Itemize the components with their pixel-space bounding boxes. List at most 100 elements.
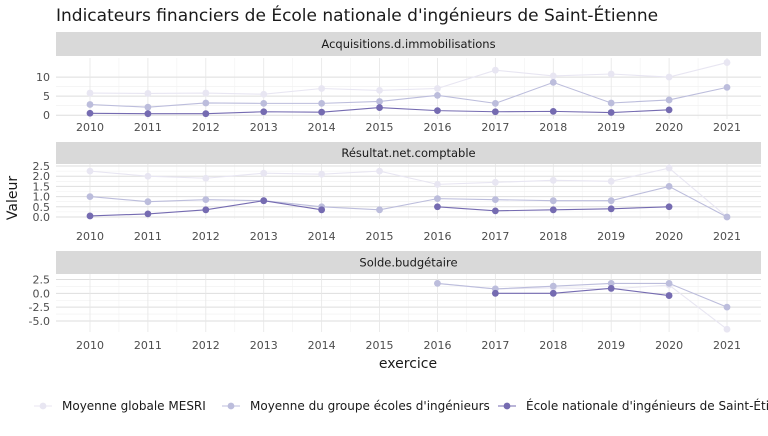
x-tick-label: 2019 [597, 339, 625, 352]
x-tick-label: 2013 [250, 121, 278, 134]
data-point [491, 207, 499, 215]
x-tick-label: 2015 [366, 121, 394, 134]
facet-panels: Acquisitions.d.immobilisations 0 5 10 2010 20… [29, 32, 761, 352]
y-tick-label: 10 [36, 71, 50, 84]
data-point [549, 107, 557, 115]
x-tick-label: 2011 [134, 230, 162, 243]
series-line [437, 282, 728, 308]
x-tick-label: 2015 [366, 339, 394, 352]
data-point [665, 106, 673, 114]
x-tick-label: 2017 [481, 339, 509, 352]
y-tick-label: 0.0 [33, 287, 51, 300]
y-tick-label: 0.0 [33, 211, 51, 224]
facet-panel: Solde.budgétaire -5.0-2.50.02.5 2010 2011 20… [29, 251, 761, 352]
x-tick-label: 2014 [308, 339, 336, 352]
x-tick-label: 2012 [192, 230, 220, 243]
data-point [434, 85, 441, 92]
y-tick-label: 0.5 [33, 201, 51, 214]
x-tick-label: 2011 [134, 339, 162, 352]
x-tick-label: 2016 [423, 121, 451, 134]
data-point [607, 205, 615, 213]
y-tick-label: 2.0 [33, 170, 51, 183]
y-tick-label: 0 [43, 109, 50, 122]
data-point [665, 73, 673, 81]
x-tick-label: 2012 [192, 339, 220, 352]
data-point [376, 206, 383, 214]
data-point [491, 289, 499, 297]
y-tick-label: 2.5 [33, 274, 51, 287]
facet-strip [56, 142, 761, 164]
data-point [549, 79, 557, 86]
data-point [665, 203, 673, 211]
x-tick-label: 2013 [250, 339, 278, 352]
data-point [260, 169, 268, 177]
data-point [723, 303, 731, 311]
data-point [202, 99, 210, 107]
x-tick-label: 2018 [539, 230, 567, 243]
data-point [665, 183, 673, 190]
y-tick-label: 1.0 [33, 191, 51, 204]
data-point [434, 203, 441, 211]
data-point [144, 103, 152, 111]
legend: Moyenne globale MESRI Moyenne du groupe é… [34, 398, 768, 413]
data-point [86, 193, 94, 200]
x-tick-label: 2010 [76, 121, 104, 134]
facet-strip-label: Solde.budgétaire [359, 256, 457, 270]
x-tick-label: 2011 [134, 121, 162, 134]
data-point [665, 96, 673, 104]
x-tick-label: 2020 [655, 230, 683, 243]
data-point [202, 89, 210, 97]
data-point [318, 108, 326, 116]
data-point [318, 206, 326, 214]
facet-strip [56, 251, 761, 274]
y-tick-label: -5.0 [29, 315, 50, 328]
data-point [723, 83, 731, 91]
data-point [549, 72, 557, 80]
data-point [86, 101, 94, 108]
y-tick-label: 1.5 [33, 180, 51, 193]
data-point [491, 108, 499, 116]
data-point [318, 170, 326, 178]
data-point [607, 99, 615, 107]
x-tick-label: 2017 [481, 230, 509, 243]
x-tick-label: 2013 [250, 230, 278, 243]
chart-title: Indicateurs financiers de École national… [56, 4, 658, 26]
data-point [607, 284, 615, 292]
data-point [665, 164, 673, 172]
data-point [549, 197, 557, 205]
facet-strip-label: Acquisitions.d.immobilisations [321, 37, 495, 51]
data-point [376, 87, 383, 94]
x-tick-label: 2019 [597, 121, 625, 134]
legend-label: Moyenne globale MESRI [62, 399, 206, 413]
x-tick-label: 2020 [655, 121, 683, 134]
data-point [491, 99, 499, 107]
data-point [144, 110, 152, 118]
data-point [549, 282, 557, 290]
legend-item: Moyenne du groupe écoles d'ingénieurs [222, 399, 490, 413]
legend-key-point [39, 402, 47, 410]
data-point [491, 66, 499, 74]
data-point [665, 292, 673, 299]
data-point [434, 91, 441, 99]
x-tick-label: 2012 [192, 121, 220, 134]
data-point [144, 210, 152, 218]
y-axis-label: Valeur [5, 176, 21, 220]
data-point [202, 110, 210, 118]
legend-item: École nationale d'ingénieurs de Saint-Ét… [498, 398, 768, 413]
data-point [86, 89, 94, 97]
data-point [607, 177, 615, 185]
data-point [318, 85, 326, 92]
x-tick-label: 2021 [713, 230, 741, 243]
x-tick-label: 2016 [423, 339, 451, 352]
data-point [723, 213, 731, 221]
data-point [202, 206, 210, 214]
data-point [144, 90, 152, 97]
data-point [86, 109, 94, 117]
facet-strip [56, 32, 761, 56]
legend-label: École nationale d'ingénieurs de Saint-Ét… [526, 398, 768, 413]
x-axis-label: exercice [379, 356, 437, 372]
x-tick-label: 2021 [713, 339, 741, 352]
data-point [260, 99, 268, 107]
data-point [723, 325, 731, 333]
data-point [723, 59, 731, 66]
